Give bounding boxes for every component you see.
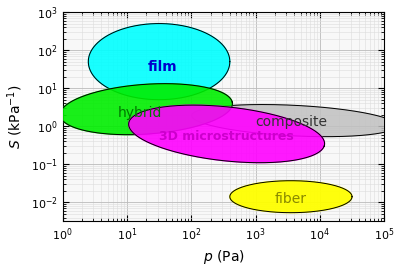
Text: hybrid: hybrid [118, 106, 162, 120]
Y-axis label: $S$ (kPa$^{-1}$): $S$ (kPa$^{-1}$) [6, 85, 25, 149]
Text: film: film [148, 60, 177, 74]
Text: fiber: fiber [275, 191, 307, 206]
Text: composite: composite [255, 116, 327, 129]
Polygon shape [129, 105, 324, 163]
X-axis label: $p$ (Pa): $p$ (Pa) [202, 248, 244, 267]
Text: 3D microstructures: 3D microstructures [159, 131, 294, 143]
Polygon shape [88, 24, 230, 100]
Polygon shape [230, 181, 352, 213]
Polygon shape [60, 84, 232, 135]
Polygon shape [192, 104, 397, 137]
